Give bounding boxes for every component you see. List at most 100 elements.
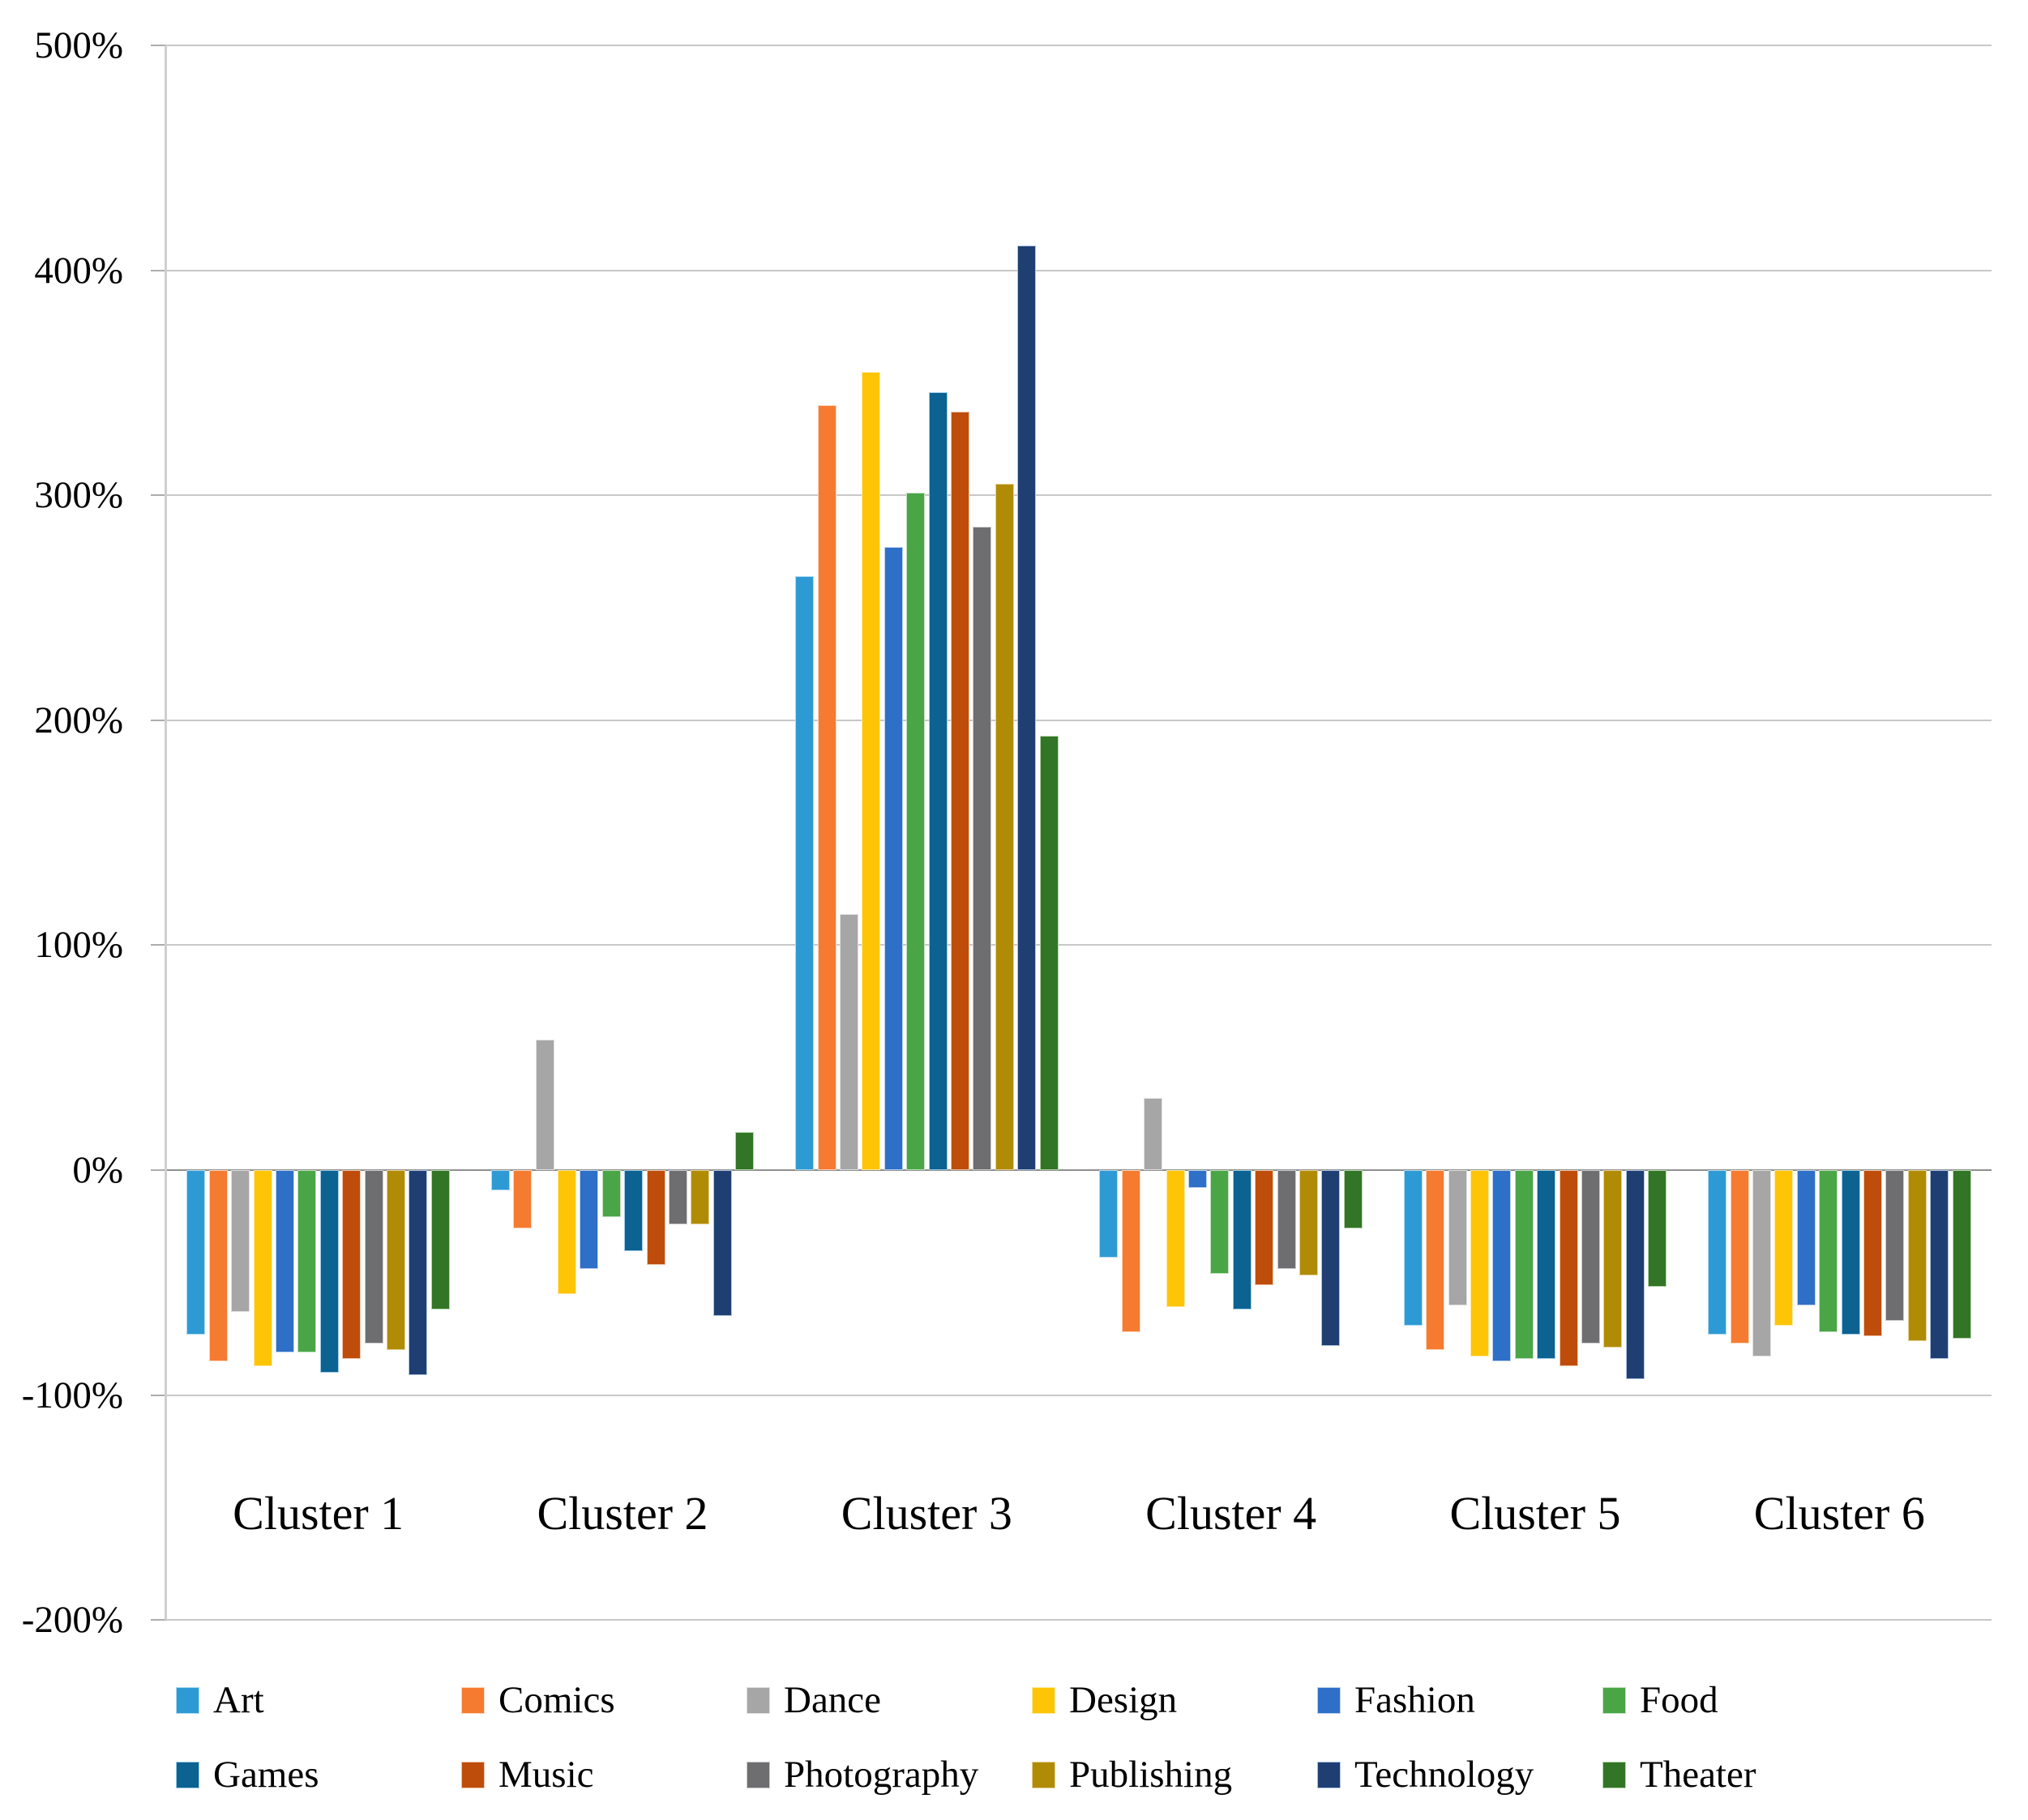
y-axis-tick-label: 100% <box>34 924 123 967</box>
bar-publishing-6 <box>1907 1170 1927 1341</box>
bar-technology-3 <box>1017 246 1037 1170</box>
legend-label: Design <box>1069 1679 1178 1721</box>
legend-swatch-publishing <box>1032 1761 1055 1788</box>
bar-photography-3 <box>973 527 992 1170</box>
legend-item-dance: Dance <box>747 1679 881 1721</box>
gridline <box>166 1394 1992 1396</box>
bar-art-5 <box>1403 1170 1423 1326</box>
bar-fashion-2 <box>580 1170 599 1270</box>
bar-music-1 <box>342 1170 362 1360</box>
y-axis-tick <box>151 45 166 46</box>
bar-dance-2 <box>535 1039 554 1170</box>
bar-design-5 <box>1470 1170 1489 1357</box>
bar-theater-5 <box>1648 1170 1667 1288</box>
bar-games-3 <box>928 391 948 1170</box>
legend-label: Fashion <box>1354 1679 1475 1721</box>
bar-comics-4 <box>1121 1170 1140 1332</box>
y-axis-tick <box>151 269 166 271</box>
legend-swatch-photography <box>747 1761 770 1788</box>
y-axis-tick <box>151 944 166 946</box>
legend-label: Theater <box>1640 1754 1756 1796</box>
bar-technology-4 <box>1321 1170 1341 1346</box>
legend-swatch-art <box>176 1686 199 1714</box>
cluster-label: Cluster 1 <box>233 1487 404 1540</box>
legend-label: Music <box>498 1754 594 1796</box>
y-axis-tick <box>151 1169 166 1171</box>
legend-swatch-theater <box>1602 1761 1626 1788</box>
bar-dance-3 <box>839 913 858 1170</box>
bar-publishing-3 <box>995 484 1014 1170</box>
legend-item-music: Music <box>461 1754 594 1796</box>
bar-design-6 <box>1774 1170 1794 1326</box>
legend-swatch-comics <box>461 1686 485 1714</box>
gridline <box>166 494 1992 497</box>
bar-music-3 <box>950 412 969 1170</box>
bar-music-6 <box>1863 1170 1882 1337</box>
legend-swatch-games <box>176 1761 199 1788</box>
bar-comics-1 <box>208 1170 228 1361</box>
bar-art-3 <box>795 576 815 1170</box>
legend-swatch-design <box>1032 1686 1055 1714</box>
legend-item-art: Art <box>176 1679 264 1721</box>
bar-publishing-2 <box>691 1170 710 1224</box>
bar-games-6 <box>1841 1170 1860 1335</box>
legend-label: Food <box>1640 1679 1718 1721</box>
legend-item-photography: Photography <box>747 1754 978 1796</box>
bar-dance-5 <box>1448 1170 1467 1305</box>
bar-games-5 <box>1537 1170 1556 1360</box>
bar-fashion-1 <box>276 1170 295 1352</box>
legend-item-games: Games <box>176 1754 319 1796</box>
cluster-label: Cluster 3 <box>841 1487 1012 1540</box>
bar-music-5 <box>1559 1170 1578 1366</box>
y-axis-tick-label: 200% <box>34 699 123 741</box>
bar-photography-2 <box>669 1170 687 1224</box>
bar-design-1 <box>253 1170 272 1366</box>
gridline <box>166 719 1992 721</box>
legend-item-technology: Technology <box>1317 1754 1534 1796</box>
bar-fashion-3 <box>884 547 903 1170</box>
bar-fashion-6 <box>1796 1170 1816 1305</box>
bar-design-4 <box>1166 1170 1185 1308</box>
bar-photography-1 <box>364 1170 383 1344</box>
bar-art-4 <box>1099 1170 1119 1258</box>
legend-label: Publishing <box>1069 1754 1233 1796</box>
bar-dance-1 <box>231 1170 250 1312</box>
y-axis-tick-label: 500% <box>34 24 123 66</box>
bar-fashion-5 <box>1492 1170 1512 1361</box>
bar-games-2 <box>624 1170 644 1251</box>
y-axis-tick <box>151 1394 166 1396</box>
bar-photography-4 <box>1277 1170 1296 1270</box>
bar-photography-5 <box>1581 1170 1600 1344</box>
bar-technology-5 <box>1625 1170 1645 1380</box>
bar-music-4 <box>1255 1170 1274 1285</box>
legend-item-design: Design <box>1032 1679 1177 1721</box>
y-axis-line <box>165 45 167 1621</box>
bar-games-4 <box>1232 1170 1251 1310</box>
bar-technology-6 <box>1930 1170 1949 1360</box>
bar-publishing-4 <box>1299 1170 1319 1276</box>
bar-technology-2 <box>712 1170 732 1317</box>
legend-item-publishing: Publishing <box>1032 1754 1232 1796</box>
cluster-label: Cluster 5 <box>1449 1487 1621 1540</box>
bar-food-2 <box>601 1170 621 1218</box>
bar-comics-3 <box>817 405 836 1170</box>
bar-music-2 <box>646 1170 665 1265</box>
y-axis-tick-label: 300% <box>34 474 123 517</box>
bar-theater-4 <box>1343 1170 1363 1229</box>
legend-swatch-fashion <box>1317 1686 1341 1714</box>
bar-comics-2 <box>513 1170 533 1229</box>
y-axis-tick <box>151 719 166 721</box>
legend-swatch-dance <box>747 1686 770 1714</box>
legend-label: Games <box>213 1754 319 1796</box>
bar-comics-6 <box>1730 1170 1749 1344</box>
bar-technology-1 <box>409 1170 428 1375</box>
bar-publishing-1 <box>387 1170 406 1351</box>
legend-item-comics: Comics <box>461 1679 615 1721</box>
legend-item-theater: Theater <box>1602 1754 1756 1796</box>
bar-publishing-5 <box>1603 1170 1623 1348</box>
gridline <box>166 944 1992 946</box>
zero-gridline <box>166 1169 1992 1171</box>
bar-photography-6 <box>1885 1170 1905 1321</box>
bar-food-5 <box>1514 1170 1534 1360</box>
